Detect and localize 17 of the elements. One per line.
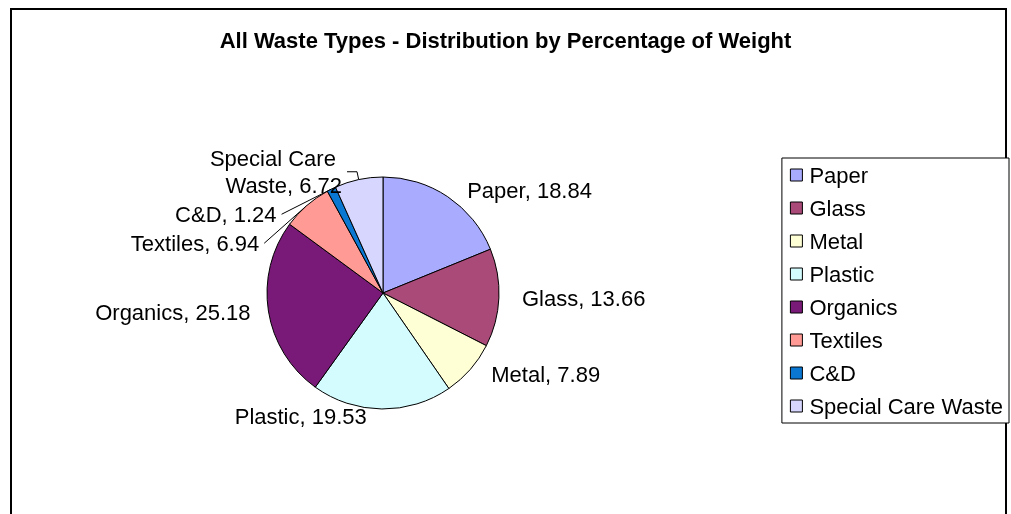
legend-label: Paper [809, 162, 869, 188]
data-label: Paper, 18.84 [467, 177, 592, 203]
data-label: Metal, 7.89 [491, 362, 601, 388]
legend-label: C&D [809, 360, 856, 386]
legend-label: Organics [809, 294, 898, 320]
legend-label: Glass [809, 195, 866, 221]
legend-label: Textiles [809, 327, 883, 353]
data-label: Organics, 25.18 [95, 299, 251, 325]
legend-label: Special Care Waste [809, 393, 1004, 419]
data-label: Textiles, 6.94 [130, 230, 260, 256]
data-label: Glass, 13.66 [521, 285, 646, 311]
data-label: C&D, 1.24 [175, 201, 277, 227]
data-label: Special Care Waste, 6.72 [209, 145, 343, 198]
chart-title: All Waste Types - Distribution by Percentage of Weight [219, 27, 792, 53]
legend-label: Metal [809, 228, 864, 254]
legend-label: Plastic [809, 261, 875, 287]
data-label: Plastic, 19.53 [234, 404, 367, 430]
